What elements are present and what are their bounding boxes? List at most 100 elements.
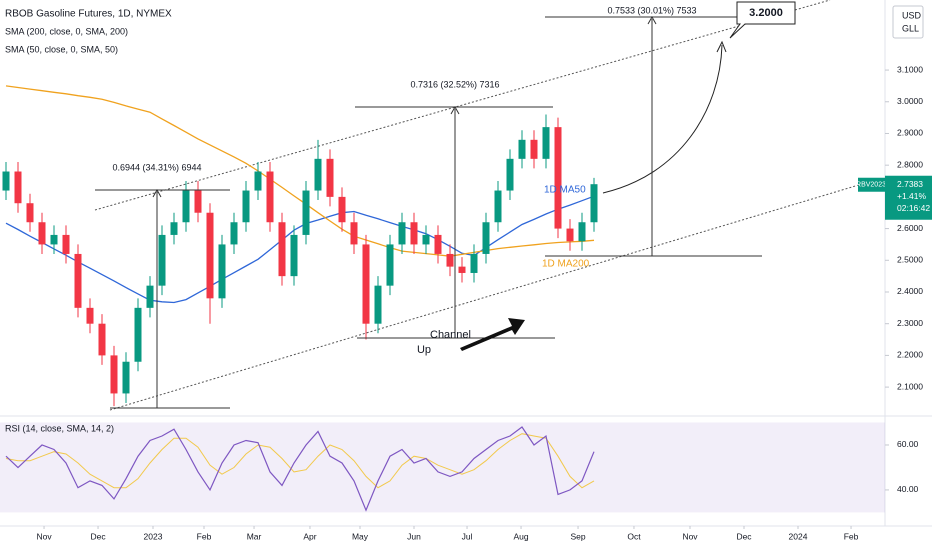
y-tick-label: 2.2000: [897, 350, 923, 360]
price-tag: 2.7383: [897, 179, 923, 189]
candle-body: [98, 323, 106, 356]
candle-body: [578, 222, 586, 242]
y-tick-label: 2.4000: [897, 286, 923, 296]
candle-body: [386, 244, 394, 286]
currency-box[interactable]: [892, 5, 924, 39]
currency: USD: [902, 10, 922, 20]
ma50-label: 1D MA50: [544, 185, 586, 196]
x-tick-label: Feb: [844, 531, 859, 541]
candle-body: [266, 171, 274, 223]
x-tick-label: Dec: [90, 531, 106, 541]
candle-body: [422, 234, 430, 245]
y-tick-label: 2.6000: [897, 223, 923, 233]
candle-body: [494, 190, 502, 223]
candle-body: [2, 171, 10, 191]
candle-body: [50, 234, 58, 245]
rsi-legend: RSI (14, close, SMA, 14, 2): [5, 423, 114, 433]
channel-upper: [94, 0, 831, 211]
candle-body: [362, 244, 370, 324]
candle-body: [554, 127, 562, 229]
candle-body: [542, 127, 550, 159]
rsi-tick-label: 40.00: [897, 484, 919, 494]
x-tick-label: Nov: [682, 531, 698, 541]
candle-body: [326, 158, 334, 197]
rsi-tick-label: 60.00: [897, 439, 919, 449]
candle-body: [482, 222, 490, 254]
rsi-line: [5, 426, 595, 512]
candle-body: [398, 222, 406, 245]
rsi-ma-line: [5, 433, 595, 489]
measure-label: 0.7533 (30.01%) 7533: [607, 5, 696, 15]
candle-body: [146, 285, 154, 308]
candle-body: [410, 222, 418, 245]
price-tag-bg: [885, 175, 932, 220]
candle-body: [470, 253, 478, 273]
price-pane: [2, 85, 598, 407]
candle-body: [158, 234, 166, 286]
x-tick-label: Jun: [407, 531, 421, 541]
y-tick-label: 3.1000: [897, 64, 923, 74]
candle-body: [278, 222, 286, 277]
symbol-tag: RBV2023: [856, 182, 886, 189]
y-tick-label: 2.5000: [897, 255, 923, 265]
candle-body: [134, 307, 142, 362]
x-tick-label: Sep: [570, 531, 585, 541]
y-tick-label: 2.1000: [897, 381, 923, 391]
candle-body: [206, 212, 214, 299]
channel-label: Up: [417, 344, 431, 356]
measure-2: [355, 105, 555, 339]
indicator-legend: SMA (50, close, 0, SMA, 50): [5, 44, 118, 54]
candle-body: [122, 361, 130, 394]
candle-body: [14, 171, 22, 204]
candle-body: [230, 222, 238, 245]
y-tick-label: 2.8000: [897, 159, 923, 169]
candle-body: [38, 222, 46, 245]
x-tick-label: Dec: [736, 531, 752, 541]
x-tick-label: Aug: [513, 531, 528, 541]
measure-label: 0.6944 (34.31%) 6944: [112, 162, 201, 172]
candle-body: [446, 253, 454, 267]
x-tick-label: Mar: [247, 531, 262, 541]
candle-body: [182, 190, 190, 223]
x-tick-label: Jul: [462, 531, 473, 541]
x-tick-label: 2023: [144, 531, 163, 541]
candle-body: [566, 228, 574, 242]
candle-body: [374, 285, 382, 324]
candle-body: [242, 190, 250, 223]
x-tick-label: 2024: [789, 531, 808, 541]
rsi-pane: 60.00 40.00: [0, 422, 919, 513]
candle-body: [218, 244, 226, 299]
projection-arrow: [602, 44, 723, 194]
measure-label: 0.7316 (32.52%) 7316: [410, 79, 499, 89]
candle-body: [110, 355, 118, 394]
rsi-band: [0, 422, 885, 513]
candle-body: [314, 158, 322, 191]
trend-arrow: [460, 318, 525, 351]
arrow-head: [716, 40, 727, 53]
x-tick-label: Apr: [303, 531, 316, 541]
target-label: 3.2000: [749, 7, 783, 19]
candle-body: [254, 171, 262, 191]
countdown-tag: 02:16:42: [897, 203, 930, 213]
candle-body: [86, 307, 94, 324]
y-tick-label: 2.9000: [897, 128, 923, 138]
target-callout: [729, 1, 796, 39]
channel-label: Channel: [430, 329, 471, 341]
y-tick-label: 2.3000: [897, 318, 923, 328]
chart-title: RBOB Gasoline Futures, 1D, NYMEX: [5, 9, 172, 20]
x-tick-label: Oct: [627, 531, 641, 541]
candle-body: [290, 234, 298, 277]
candle-body: [350, 222, 358, 245]
candle-body: [530, 139, 538, 159]
candle-body: [506, 158, 514, 191]
candle-body: [302, 190, 310, 235]
candle-body: [434, 234, 442, 254]
candle-body: [458, 266, 466, 273]
candle-body: [518, 139, 526, 159]
candle-body: [194, 190, 202, 213]
candle-body: [338, 196, 346, 223]
y-tick-label: 3.0000: [897, 96, 923, 106]
x-tick-label: May: [352, 531, 369, 541]
